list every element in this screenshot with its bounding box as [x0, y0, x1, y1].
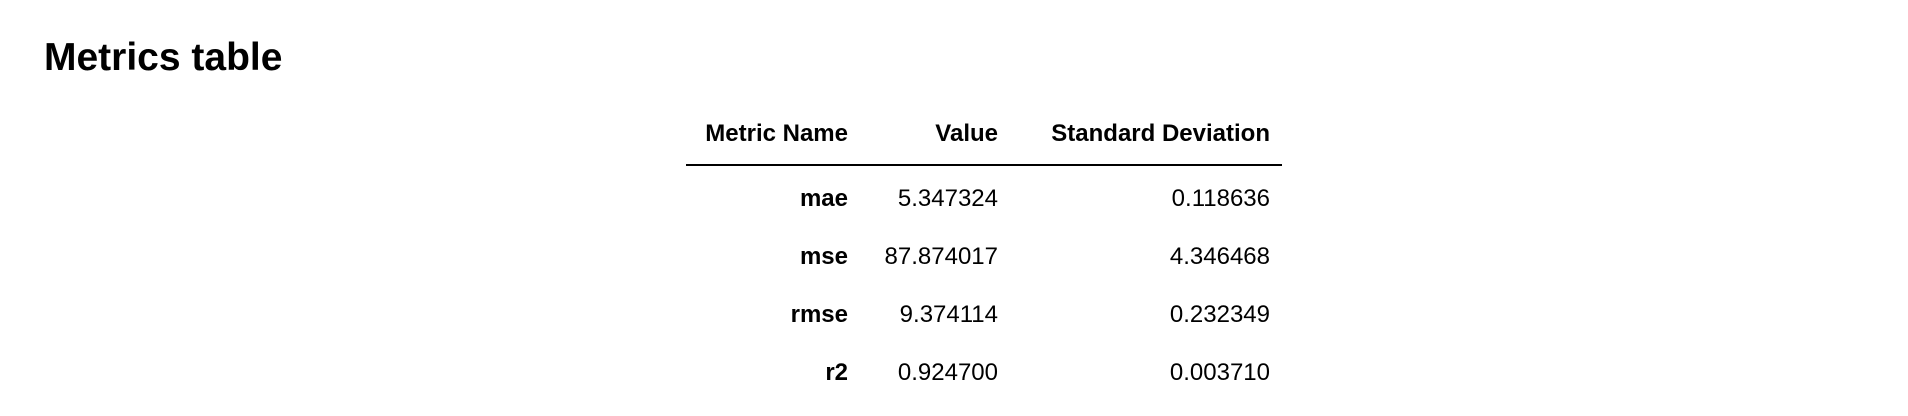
table-row: mse 87.874017 4.346468 [686, 228, 1282, 286]
metric-std: 4.346468 [1169, 243, 1270, 270]
metrics-table: Metric Name Value Standard Deviation mae… [686, 112, 1282, 402]
metric-name: rmse [790, 301, 848, 328]
metric-name: mse [799, 243, 848, 270]
metric-value: 0.924700 [897, 359, 998, 386]
metric-value: 5.347324 [897, 185, 998, 212]
metric-std: 0.118636 [1171, 185, 1270, 212]
header-value: Value [860, 112, 1010, 166]
table-row: mae 5.347324 0.118636 [686, 165, 1282, 228]
page-title: Metrics table [44, 36, 283, 79]
metric-name: mae [799, 185, 848, 212]
header-standard-deviation: Standard Deviation [1010, 112, 1282, 166]
table-row: rmse 9.374114 0.232349 [686, 286, 1282, 344]
table-row: r2 0.924700 0.003710 [686, 344, 1282, 402]
metric-name: r2 [825, 359, 848, 386]
metric-std: 0.232349 [1169, 301, 1270, 328]
metric-value: 9.374114 [899, 301, 998, 328]
table-header-row: Metric Name Value Standard Deviation [686, 112, 1282, 166]
metric-value: 87.874017 [884, 243, 998, 270]
header-metric-name: Metric Name [686, 112, 860, 166]
metric-std: 0.003710 [1169, 359, 1270, 386]
